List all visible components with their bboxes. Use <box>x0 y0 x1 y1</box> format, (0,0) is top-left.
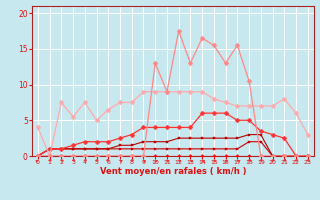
X-axis label: Vent moyen/en rafales ( km/h ): Vent moyen/en rafales ( km/h ) <box>100 167 246 176</box>
